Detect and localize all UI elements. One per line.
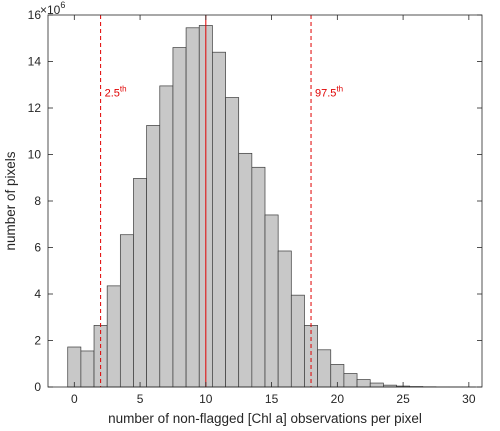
- histogram-bar: [304, 325, 318, 388]
- histogram-bar: [290, 294, 305, 388]
- y-tick-label: 0: [34, 380, 41, 394]
- histogram-bar: [159, 85, 174, 388]
- y-tick-label: 2: [34, 334, 41, 348]
- histogram-bar: [67, 346, 82, 388]
- x-tick-label: 10: [199, 392, 213, 406]
- y-axis-multiplier: ×106: [40, 0, 65, 17]
- y-tick-label: 8: [34, 194, 41, 208]
- x-tick-label: 30: [462, 392, 476, 406]
- histogram-bar: [251, 166, 266, 388]
- histogram-bar: [264, 214, 279, 388]
- y-tick-label: 16: [28, 8, 42, 22]
- y-tick-label: 6: [34, 241, 41, 255]
- x-tick-label: 15: [265, 392, 279, 406]
- y-tick-label: 4: [34, 287, 41, 301]
- reference-lines: 2.5th 97.5th: [100, 15, 343, 387]
- y-tick-label: 10: [28, 148, 42, 162]
- histogram-bar: [93, 325, 108, 388]
- histogram-bar: [225, 97, 240, 388]
- histogram-bar: [317, 349, 332, 388]
- x-tick-label: 25: [396, 392, 410, 406]
- x-tick-label: 0: [71, 392, 78, 406]
- histogram-bar: [106, 285, 121, 388]
- histogram-bar: [119, 234, 134, 388]
- histogram-bar: [343, 373, 358, 388]
- histogram-bar: [80, 350, 95, 388]
- histogram-bar: [356, 379, 371, 388]
- histogram-bar: [146, 125, 161, 388]
- percentile-label: 97.5th: [315, 84, 343, 99]
- percentile-label: 2.5th: [105, 84, 127, 99]
- y-tick-label: 12: [28, 101, 42, 115]
- tick-labels: 0 5 10 15 20 25 30 0 2 4 6 8 10 12 14 16: [28, 8, 476, 406]
- y-axis-title: number of pixels: [3, 151, 18, 250]
- x-tick-label: 5: [137, 392, 144, 406]
- histogram-bar: [238, 152, 253, 388]
- histogram-bar: [212, 51, 226, 388]
- y-tick-label: 14: [28, 55, 42, 69]
- histogram-bar: [172, 47, 187, 388]
- axes: [47, 14, 483, 388]
- histogram-bar: [369, 382, 384, 388]
- histogram-bar: [133, 178, 147, 388]
- histogram-bar: [185, 27, 200, 388]
- histogram-bars: [67, 25, 476, 388]
- x-tick-label: 20: [331, 392, 345, 406]
- x-axis-title: number of non-flagged [Chl a] observatio…: [108, 411, 422, 426]
- histogram-bar: [277, 250, 292, 388]
